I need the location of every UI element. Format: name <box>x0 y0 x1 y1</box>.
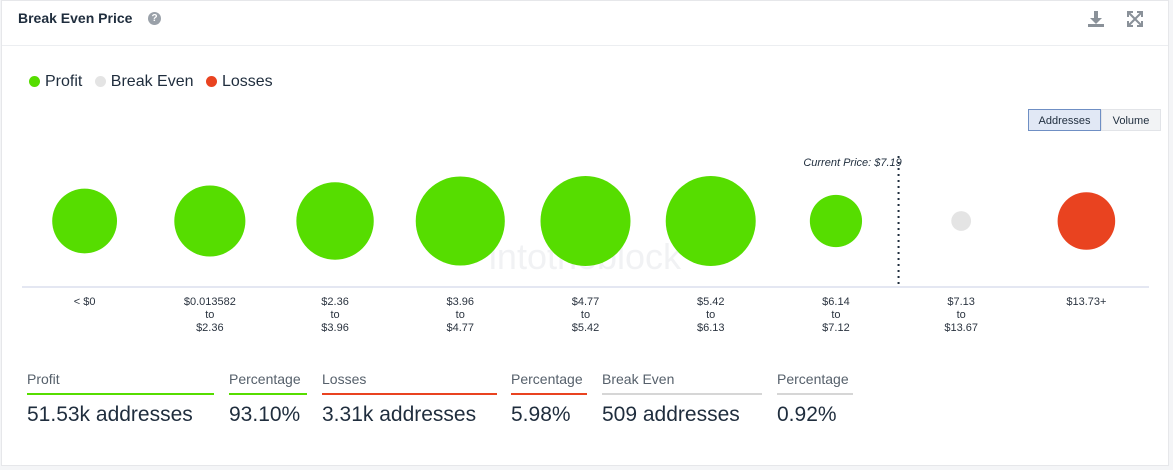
stat-value: 93.10% <box>229 403 301 426</box>
stat-value: 3.31k addresses <box>322 403 477 426</box>
stat-value: 51.53k addresses <box>27 403 193 426</box>
stat-label: Percentage <box>229 371 307 395</box>
legend-dot <box>205 76 217 87</box>
legend-dot <box>29 76 40 87</box>
x-tick-label: $0.013582 to $2.36 <box>184 296 236 334</box>
stat-label: Break Even <box>602 371 762 395</box>
stat-profit: Profit 51.53k addresses <box>27 371 214 427</box>
stat-label: Percentage <box>511 371 587 395</box>
current-price-label: Current Price: $7.19 <box>803 157 901 169</box>
download-icon[interactable] <box>1087 10 1105 28</box>
stat-losses-percentage: Percentage 5.98% <box>511 371 587 427</box>
legend-label: Losses <box>221 73 273 90</box>
bubble-profit <box>296 182 374 260</box>
bubble-profit <box>540 176 631 266</box>
x-tick-label: $6.14 to $7.12 <box>822 296 850 334</box>
legend-item-profit[interactable]: Profit <box>29 73 82 91</box>
legend-label: Break Even <box>110 73 194 90</box>
bubble-profit <box>415 176 505 266</box>
legend-item-break-even[interactable]: Break Even <box>94 73 194 91</box>
x-tick-label: $2.36 to $3.96 <box>321 296 349 334</box>
bubble-profit <box>174 185 246 257</box>
card-header: Break Even Price ? <box>2 1 1168 46</box>
expand-icon[interactable] <box>1126 10 1144 28</box>
bubble-profit <box>809 194 863 248</box>
bubble-losses <box>1057 192 1116 250</box>
stat-value: 0.92% <box>777 403 837 426</box>
x-tick-label: $3.96 to $4.77 <box>447 296 475 334</box>
legend-dot <box>94 76 106 87</box>
stat-value: 5.98% <box>511 403 571 426</box>
bubble-profit <box>665 176 756 266</box>
x-tick-label: $7.13 to $13.67 <box>944 296 978 334</box>
stat-label: Profit <box>27 371 214 395</box>
stat-label: Losses <box>322 371 497 395</box>
card-title: Break Even Price <box>18 10 133 26</box>
bubble-break_even <box>951 211 972 231</box>
bubble-chart: intotheblock< $0$0.013582to$2.36$2.36to$… <box>22 156 1149 334</box>
chart-legend: Profit Break Even Losses <box>29 73 281 91</box>
stat-value: 509 addresses <box>602 403 740 426</box>
x-tick-label: $13.73+ <box>1066 296 1106 308</box>
stat-losses: Losses 3.31k addresses <box>322 371 497 427</box>
legend-item-losses[interactable]: Losses <box>205 73 273 91</box>
question-circle-icon[interactable]: ? <box>148 12 161 25</box>
x-tick-label: $4.77 to $5.42 <box>572 296 600 334</box>
addresses-toggle-button[interactable]: Addresses <box>1028 109 1101 131</box>
x-tick-label: < $0 <box>74 296 96 308</box>
stat-break-even: Break Even 509 addresses <box>602 371 762 427</box>
stat-profit-percentage: Percentage 93.10% <box>229 371 307 427</box>
legend-label: Profit <box>45 73 83 90</box>
volume-toggle-button[interactable]: Volume <box>1101 109 1161 131</box>
x-tick-label: $5.42 to $6.13 <box>697 296 725 334</box>
stat-label: Percentage <box>777 371 853 395</box>
stat-break-even-percentage: Percentage 0.92% <box>777 371 853 427</box>
bubble-profit <box>52 188 118 254</box>
